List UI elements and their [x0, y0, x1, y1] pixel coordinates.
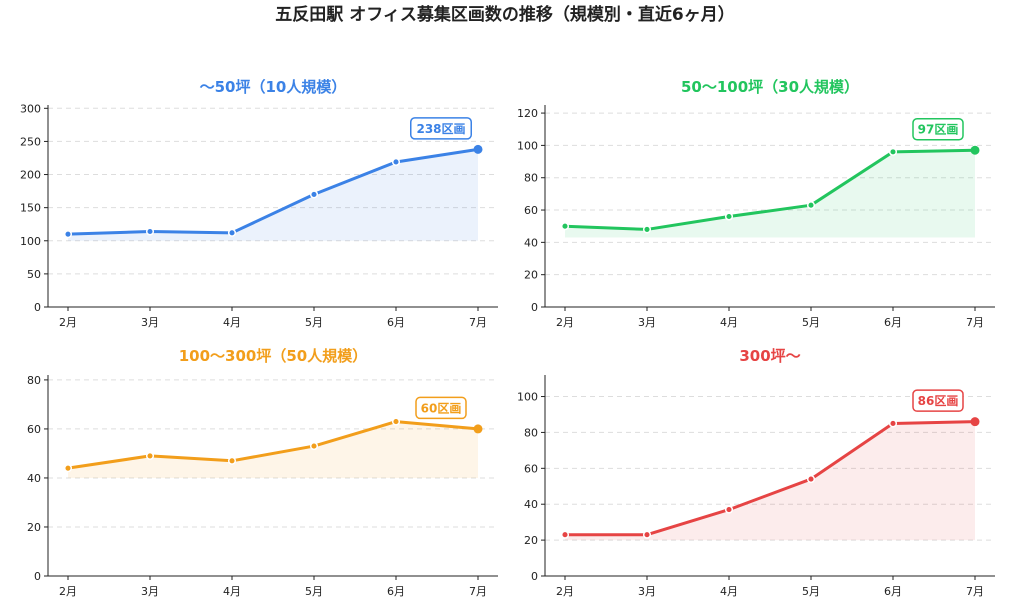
- x-tick-label: 3月: [141, 585, 159, 598]
- data-point: [560, 222, 570, 231]
- x-tick-label: 5月: [802, 316, 820, 329]
- y-tick-label: 60: [524, 204, 538, 217]
- x-tick-label: 4月: [720, 585, 738, 598]
- x-tick-label: 3月: [638, 316, 656, 329]
- y-tick-label: 60: [27, 423, 41, 436]
- x-tick-label: 7月: [966, 316, 984, 329]
- data-point: [473, 144, 483, 154]
- data-point: [391, 417, 401, 426]
- value-badge-label: 60区画: [421, 401, 462, 415]
- data-point: [145, 451, 155, 460]
- value-badge: [912, 117, 964, 141]
- y-tick-label: 60: [524, 462, 538, 475]
- data-point: [145, 227, 155, 236]
- value-badge: [410, 117, 472, 140]
- series-line: [66, 147, 480, 236]
- series-area: [68, 421, 478, 478]
- panel-title: 100〜300坪（50人規模）: [179, 347, 368, 365]
- y-tick-label: 250: [20, 135, 41, 148]
- x-tick-label: 5月: [305, 316, 323, 329]
- x-tick-label: 6月: [884, 316, 902, 329]
- y-tick-label: 40: [27, 472, 41, 485]
- data-point: [724, 212, 734, 221]
- data-point: [63, 464, 73, 473]
- panel-title: 50〜100坪（30人規模）: [681, 78, 859, 96]
- series-area: [565, 150, 975, 238]
- y-tick-label: 20: [524, 534, 538, 547]
- series-area: [68, 149, 478, 241]
- data-point: [227, 456, 237, 465]
- y-tick-label: 50: [27, 268, 41, 281]
- figure-title: 五反田駅 オフィス募集区画数の推移（規模別・直近6ヶ月）: [275, 4, 734, 25]
- x-tick-label: 7月: [966, 585, 984, 598]
- data-point: [63, 230, 73, 239]
- data-point: [970, 145, 980, 155]
- x-tick-label: 5月: [802, 585, 820, 598]
- chart-panel-4: 300坪〜 0 20 40 60 80 100 2月 3月 4月 5月 6月 7月 86区画: [517, 347, 995, 598]
- value-badge-label: 86区画: [918, 394, 959, 408]
- series-line: [563, 420, 977, 537]
- data-point: [806, 201, 816, 210]
- data-point: [227, 228, 237, 237]
- y-tick-label: 100: [20, 235, 41, 248]
- value-badge: [415, 396, 467, 420]
- value-badge-label: 97区画: [918, 123, 959, 137]
- value-badge: [912, 389, 964, 412]
- y-tick-label: 0: [531, 570, 538, 583]
- x-tick-label: 2月: [556, 316, 574, 329]
- y-tick-label: 120: [517, 107, 538, 120]
- data-point: [970, 417, 980, 427]
- x-tick-label: 2月: [59, 585, 77, 598]
- data-point: [560, 530, 570, 539]
- x-tick-label: 3月: [638, 585, 656, 598]
- data-point: [473, 424, 483, 434]
- y-tick-label: 0: [34, 301, 41, 314]
- data-point: [309, 442, 319, 451]
- y-tick-label: 80: [524, 172, 538, 185]
- data-point: [391, 157, 401, 167]
- y-tick-label: 150: [20, 202, 41, 215]
- y-tick-label: 100: [517, 139, 538, 152]
- data-point: [642, 225, 652, 234]
- x-tick-label: 3月: [141, 316, 159, 329]
- x-tick-label: 6月: [387, 585, 405, 598]
- panel-title: 300坪〜: [739, 347, 800, 365]
- y-tick-label: 0: [34, 570, 41, 583]
- x-tick-label: 4月: [720, 316, 738, 329]
- chart-panel-2: 50〜100坪（30人規模） 0 20 40 60 80 100 120 2月 3月 4月 5月 6月 7…: [517, 78, 995, 329]
- data-point: [642, 530, 652, 539]
- y-tick-label: 80: [524, 426, 538, 439]
- x-tick-label: 4月: [223, 316, 241, 329]
- value-badge-label: 238区画: [416, 122, 465, 136]
- x-tick-label: 7月: [469, 585, 487, 598]
- x-tick-label: 6月: [387, 316, 405, 329]
- x-tick-label: 5月: [305, 585, 323, 598]
- y-tick-label: 20: [524, 269, 538, 282]
- x-tick-label: 2月: [59, 316, 77, 329]
- y-tick-label: 0: [531, 301, 538, 314]
- data-point: [806, 475, 816, 484]
- series-line: [66, 420, 480, 470]
- y-tick-label: 200: [20, 169, 41, 182]
- y-tick-label: 80: [27, 374, 41, 387]
- y-tick-label: 40: [524, 498, 538, 511]
- series-line: [563, 148, 977, 231]
- y-tick-label: 40: [524, 236, 538, 249]
- chart-panel-3: 100〜300坪（50人規模） 0 20 40 60 80 2月 3月 4月 5月 6月 7月 60区画: [27, 347, 498, 598]
- data-point: [888, 419, 898, 428]
- chart-panel-1: 〜50坪（10人規模） 0 50 100 150 200 250 300 2月 3月 4月 5月 6月 7…: [20, 78, 498, 329]
- data-point: [309, 190, 319, 199]
- y-tick-label: 100: [517, 391, 538, 404]
- x-tick-label: 7月: [469, 316, 487, 329]
- panel-title: 〜50坪（10人規模）: [200, 78, 347, 96]
- x-tick-label: 4月: [223, 585, 241, 598]
- series-area: [565, 421, 975, 541]
- y-tick-label: 300: [20, 102, 41, 115]
- x-tick-label: 6月: [884, 585, 902, 598]
- data-point: [724, 505, 734, 514]
- x-tick-label: 2月: [556, 585, 574, 598]
- data-point: [888, 147, 898, 156]
- y-tick-label: 20: [27, 521, 41, 534]
